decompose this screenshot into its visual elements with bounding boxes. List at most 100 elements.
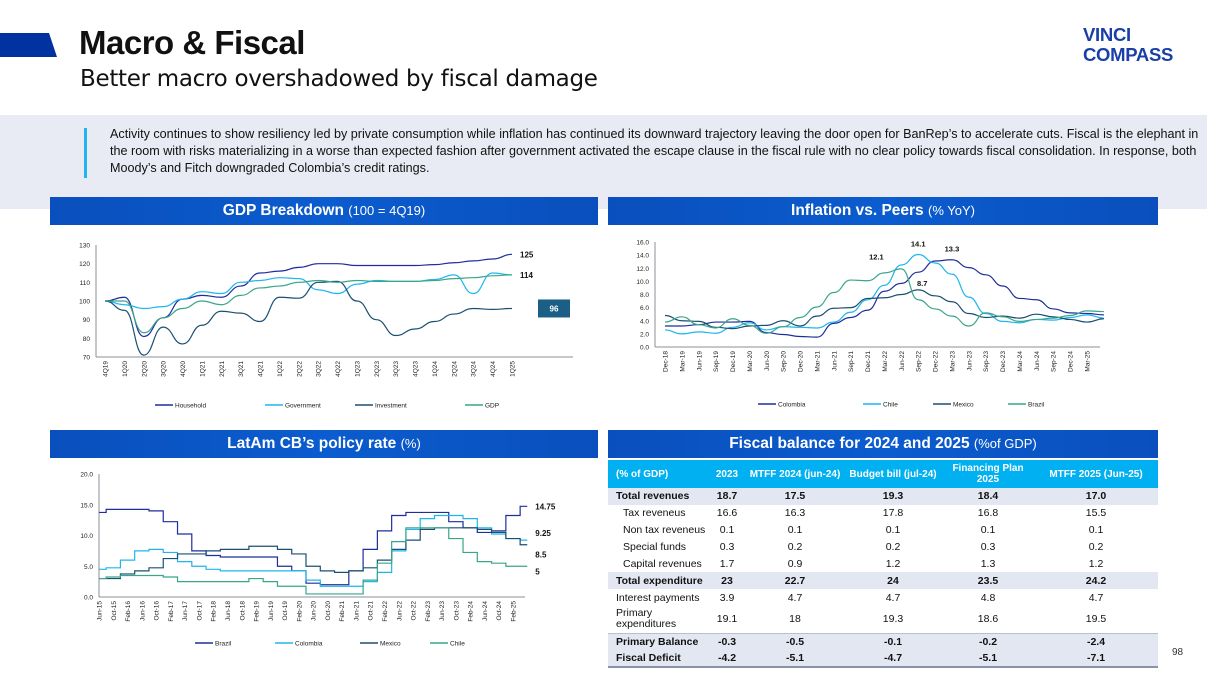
section-suffix: (%) (400, 436, 421, 451)
table-cell: 0.3 (980, 541, 996, 554)
row-label: Interest payments (616, 591, 700, 604)
y-tick-label: 10.0 (636, 279, 649, 286)
x-tick-label: 2Q23 (374, 361, 381, 377)
x-tick-label: 3Q20 (161, 361, 168, 377)
x-tick-label: Oct-23 (453, 601, 460, 621)
x-tick-label: Jun-23 (966, 351, 973, 371)
x-tick-label: Mar-20 (747, 351, 754, 372)
x-tick-label: 4Q22 (335, 361, 342, 377)
x-tick-label: Mar-23 (949, 351, 956, 372)
y-tick-label: 10.0 (80, 533, 93, 540)
table-cell: 19.1 (708, 606, 746, 634)
series-line-government (104, 272, 513, 310)
row-label: Primary Balance (608, 633, 708, 651)
y-tick-label: 130 (79, 243, 90, 250)
gdp-breakdown-chart: 70 80 90 100 110 120 130 4Q19 1Q20 2Q20 3Q20 4Q20 1Q… (79, 243, 573, 410)
column-header: (% of GDP) (608, 460, 708, 488)
summary-text: Activity continues to show resiliency le… (110, 127, 1199, 175)
x-tick-label: Dec-19 (730, 351, 737, 372)
row-label: Tax reveneus (623, 507, 686, 520)
page-subtitle: Better macro overshadowed by fiscal dama… (80, 66, 598, 92)
y-tick-label: 5.0 (84, 564, 93, 571)
legend-label: GDP (485, 403, 499, 410)
column-header: Financing Plan 2025 (942, 460, 1034, 488)
section-header-policy-rate: LatAm CB’s policy rate (%) (50, 430, 598, 458)
table-cell: -2.4 (1034, 633, 1158, 651)
peak-label: 14.1 (911, 239, 926, 248)
table-cell: 16.6 (716, 507, 738, 520)
section-title: Inflation vs. Peers (791, 202, 924, 219)
legend-label: Brazil (1028, 402, 1045, 409)
x-tick-label: 4Q19 (103, 361, 110, 377)
table-cell: 4.7 (885, 591, 901, 604)
inflation-chart: 0.0 2.0 4.0 6.0 8.0 10.0 12.0 14.0 16.0 Dec-18 Mar… (636, 239, 1104, 409)
series-line-mexico (664, 289, 1104, 330)
table-cell: -5.1 (746, 650, 844, 669)
x-tick-label: Jun-20 (764, 351, 771, 371)
table-cell: 1.2 (885, 558, 901, 570)
x-tick-label: Sep-20 (781, 351, 788, 372)
y-tick-label: 0.0 (640, 345, 649, 352)
x-tick-label: Mar-24 (1017, 351, 1024, 372)
x-tick-label: 1Q22 (277, 361, 284, 377)
end-label: 125 (520, 250, 534, 259)
row-label: Special funds (623, 541, 687, 554)
table-row: Capital revenues 1.7 0.9 1.2 1.3 1.2 (608, 556, 1158, 573)
x-tick-label: 4Q23 (413, 361, 420, 377)
y-tick-label: 8.0 (640, 292, 649, 299)
table-cell: 0.1 (1088, 524, 1104, 537)
table-cell: 19.5 (1034, 606, 1158, 634)
y-tick-label: 15.0 (80, 502, 93, 509)
table-cell: -0.5 (746, 633, 844, 651)
x-tick-label: 2Q24 (451, 361, 458, 377)
y-tick-label: 20.0 (80, 472, 93, 479)
end-label: 5 (535, 567, 540, 576)
x-tick-label: Jun-22 (396, 601, 403, 621)
x-tick-label: Jun-20 (311, 601, 318, 621)
x-tick-label: Feb-22 (382, 601, 389, 622)
brand-flag (0, 33, 57, 57)
x-tick-label: 1Q21 (199, 361, 206, 377)
x-tick-label: Oct-17 (196, 601, 203, 621)
table-cell: -7.1 (1034, 650, 1158, 669)
logo-line-2: COMPASS (1083, 44, 1174, 65)
table-cell: -5.1 (942, 650, 1034, 669)
table-cell: 18.7 (708, 488, 746, 505)
end-label: 8.5 (535, 551, 547, 560)
series-line-colombia (664, 259, 1104, 338)
section-header-inflation: Inflation vs. Peers (% YoY) (608, 197, 1158, 225)
x-tick-label: Oct-19 (282, 601, 289, 621)
table-cell: 0.1 (885, 524, 901, 537)
x-tick-label: 3Q22 (316, 361, 323, 377)
table-cell: 0.1 (787, 524, 803, 537)
y-tick-label: 70 (83, 355, 91, 362)
table-row: Fiscal Deficit -4.2 -5.1 -4.7 -5.1 -7.1 (608, 650, 1158, 669)
table-cell: 4.7 (1088, 591, 1104, 604)
x-tick-label: Jun-23 (439, 601, 446, 621)
section-title: GDP Breakdown (222, 202, 344, 219)
table-cell: -0.3 (708, 633, 746, 651)
table-cell: 16.8 (977, 507, 999, 520)
x-tick-label: Jun-21 (831, 351, 838, 371)
page-title: Macro & Fiscal (79, 24, 305, 61)
x-tick-label: 2Q22 (296, 361, 303, 377)
column-header: MTFF 2025 (Jun-25) (1034, 460, 1158, 488)
x-tick-label: Jun-16 (139, 601, 146, 621)
table-cell: 0.1 (719, 524, 735, 537)
section-header-gdp: GDP Breakdown (100 = 4Q19) (50, 197, 598, 225)
legend-label: Chile (883, 402, 898, 409)
x-tick-label: Jun-24 (1034, 351, 1041, 371)
x-tick-label: Mar-25 (1085, 351, 1092, 372)
table-cell: 1.3 (980, 558, 996, 570)
series-line-household (104, 253, 513, 338)
x-tick-label: Sep-19 (713, 351, 720, 372)
section-suffix: (%of GDP) (973, 436, 1037, 451)
x-tick-label: 4Q24 (490, 361, 497, 377)
column-header: Budget bill (jul-24) (844, 460, 942, 488)
table-cell: 19.3 (844, 488, 942, 505)
x-tick-label: Feb-17 (168, 601, 175, 622)
legend-label: Colombia (778, 402, 806, 409)
x-tick-label: Dec-20 (798, 351, 805, 372)
x-tick-label: Jun-17 (182, 601, 189, 621)
x-tick-label: Sep-24 (1051, 351, 1058, 372)
